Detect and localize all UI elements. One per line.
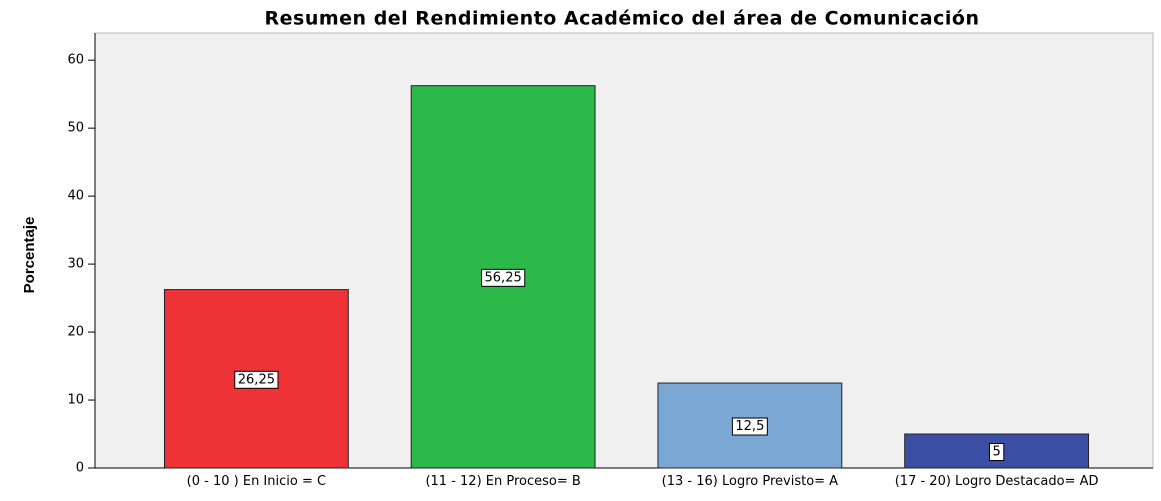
value-label-box bbox=[234, 370, 279, 389]
y-tick-label: 10 bbox=[67, 393, 84, 408]
y-tick-label: 30 bbox=[67, 257, 84, 272]
y-tick-label: 40 bbox=[67, 189, 84, 204]
value-label: 5 bbox=[992, 445, 1000, 460]
value-label-box bbox=[481, 268, 526, 287]
x-tick-label: (0 - 10 ) En Inicio = C bbox=[186, 474, 327, 489]
bar bbox=[410, 85, 596, 469]
value-label-box bbox=[988, 443, 1005, 462]
y-axis-label: Porcentaje bbox=[21, 217, 38, 294]
value-label: 12,5 bbox=[735, 419, 764, 434]
value-label: 26,25 bbox=[238, 372, 275, 387]
y-tick-label: 0 bbox=[76, 461, 84, 476]
x-tick-label: (17 - 20) Logro Destacado= AD bbox=[894, 474, 1099, 489]
x-tick-label: (11 - 12) En Proceso= B bbox=[425, 474, 581, 489]
value-label: 56,25 bbox=[485, 270, 522, 285]
y-tick-label: 50 bbox=[67, 121, 84, 136]
x-tick-label: (13 - 16) Logro Previsto= A bbox=[661, 474, 839, 489]
chart-title: Resumen del Rendimiento Académico del ár… bbox=[265, 8, 980, 30]
value-label-box bbox=[731, 417, 768, 436]
y-tick-label: 20 bbox=[67, 325, 84, 340]
y-tick-label: 60 bbox=[67, 53, 84, 68]
